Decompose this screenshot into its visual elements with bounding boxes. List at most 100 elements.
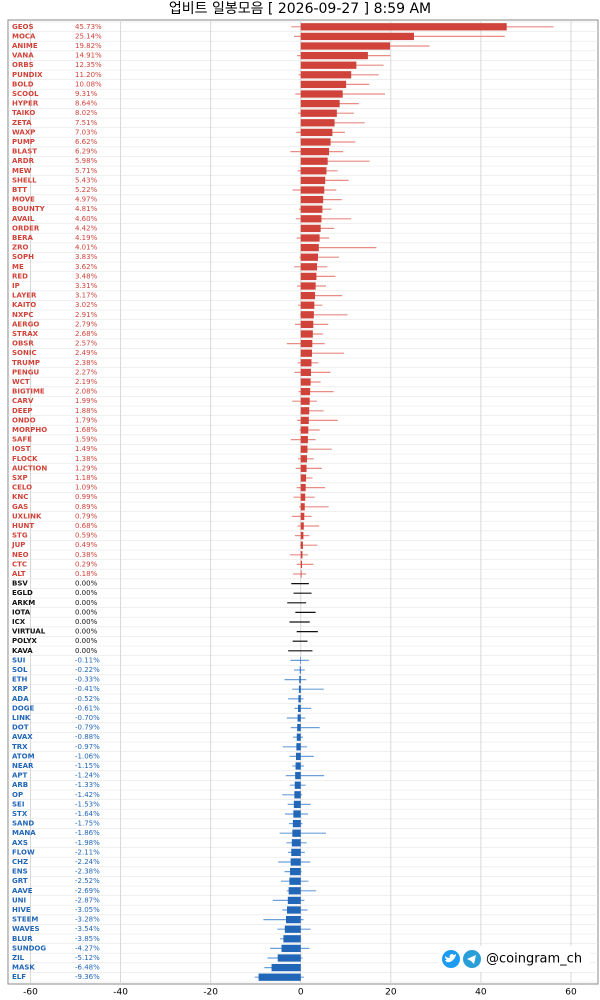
bar — [300, 32, 414, 41]
x-tick-label: -40 — [113, 988, 128, 998]
value-label: 2.27% — [75, 368, 98, 376]
value-label: 0.00% — [75, 618, 98, 626]
bar — [300, 368, 311, 377]
bar — [300, 138, 331, 146]
value-label: 3.31% — [75, 282, 98, 290]
value-label: 0.00% — [75, 589, 98, 597]
bar — [300, 243, 319, 252]
category-label: MOCA — [12, 32, 36, 40]
bar — [300, 445, 308, 453]
category-label: FLOW — [12, 848, 35, 856]
bar — [300, 493, 306, 501]
bar — [300, 522, 304, 530]
bar — [290, 867, 301, 876]
bar — [300, 560, 303, 569]
bar — [300, 551, 303, 559]
category-label: LINK — [12, 714, 31, 722]
bar — [300, 215, 322, 223]
value-label: 0.99% — [75, 493, 98, 501]
bar — [300, 119, 335, 127]
category-label: AAVE — [12, 887, 33, 895]
category-label: PENGU — [12, 368, 40, 376]
value-label: 0.00% — [75, 628, 98, 636]
category-label: AXS — [12, 839, 28, 847]
bar — [300, 359, 312, 367]
category-label: SAFE — [12, 436, 32, 444]
bar — [300, 311, 314, 319]
bar — [295, 752, 301, 761]
category-label: ATOM — [12, 752, 35, 760]
value-label: -1.42% — [75, 791, 100, 799]
bar — [299, 666, 301, 674]
value-label: -0.61% — [75, 704, 100, 712]
value-label: 5.22% — [75, 186, 98, 194]
category-label: FLOCK — [12, 455, 38, 463]
bar — [300, 253, 318, 261]
category-label: AERGO — [12, 320, 39, 328]
value-label: 25.14% — [75, 32, 102, 40]
category-label: ALT — [12, 570, 26, 578]
x-tick-label: -20 — [203, 988, 218, 998]
category-label: KAITO — [12, 301, 36, 309]
category-label: STX — [12, 810, 28, 818]
bar — [300, 483, 306, 492]
value-label: 0.18% — [75, 570, 98, 578]
category-label: HIVE — [12, 906, 31, 914]
bar — [300, 435, 308, 444]
chart-title: 업비트 일봉모음 [ 2026-09-27 ] 8:59 AM — [169, 1, 431, 17]
value-label: 6.62% — [75, 138, 98, 146]
bar — [300, 291, 316, 300]
bar — [290, 858, 301, 866]
value-label: 0.00% — [75, 580, 98, 588]
value-label: 0.79% — [75, 512, 98, 520]
value-label: 0.00% — [75, 608, 98, 616]
bar — [300, 128, 333, 137]
category-label: KAVA — [12, 647, 33, 655]
bar — [296, 733, 301, 741]
bar — [293, 800, 301, 809]
bar — [281, 944, 301, 953]
value-label: 7.51% — [75, 119, 98, 127]
category-label: PUNDIX — [12, 71, 43, 79]
bar — [295, 762, 301, 770]
category-label: DOGE — [12, 704, 35, 712]
value-label: 1.29% — [75, 464, 98, 472]
bar — [300, 109, 337, 117]
bar — [300, 474, 307, 482]
value-label: 1.99% — [75, 397, 98, 405]
value-label: 10.08% — [75, 80, 102, 88]
value-label: -4.27% — [75, 944, 100, 952]
value-label: 7.03% — [75, 128, 98, 136]
category-label: HUNT — [12, 522, 34, 530]
value-label: 2.57% — [75, 340, 98, 348]
category-label: IP — [12, 282, 20, 290]
category-label: IOTA — [12, 608, 31, 616]
category-label: EGLD — [12, 589, 33, 597]
category-label: WAXP — [12, 128, 35, 136]
value-label: -2.87% — [75, 896, 100, 904]
category-label: BIGTIME — [12, 388, 45, 396]
x-tick-label: -60 — [23, 988, 38, 998]
bar — [300, 455, 307, 463]
category-label: AVAX — [12, 733, 33, 741]
value-label: 0.29% — [75, 560, 98, 568]
value-label: 3.83% — [75, 253, 98, 261]
category-label: UXLINK — [12, 512, 42, 520]
bar — [300, 282, 316, 290]
category-label: BSV — [12, 580, 28, 588]
bar — [298, 704, 301, 713]
watermark-text: @coingram_ch — [486, 952, 582, 967]
bar — [300, 464, 307, 473]
bar — [277, 954, 301, 962]
value-label: -1.64% — [75, 810, 100, 818]
watermark: @coingram_ch — [438, 946, 590, 972]
bar — [300, 378, 311, 386]
value-label: 8.64% — [75, 100, 98, 108]
category-label: ZRO — [12, 244, 28, 252]
bar — [285, 915, 301, 924]
value-label: 1.79% — [75, 416, 98, 424]
value-label: 3.48% — [75, 272, 98, 280]
value-label: -2.38% — [75, 868, 100, 876]
bar — [300, 167, 327, 175]
category-label: STEEM — [12, 916, 38, 924]
